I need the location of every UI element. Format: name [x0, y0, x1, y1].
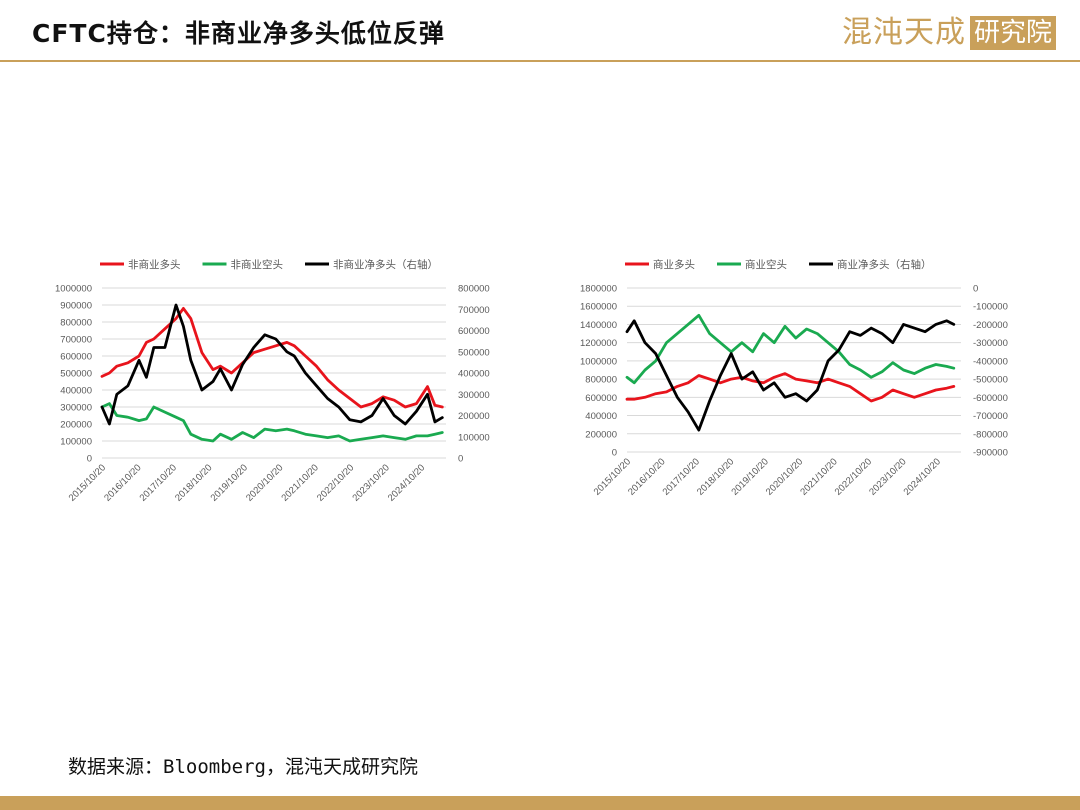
y-left-tick-label: 1800000: [580, 284, 617, 295]
y-right-tick-label: 200000: [458, 411, 490, 422]
y-left-tick-label: 1000000: [55, 284, 92, 295]
y-left-tick-label: 700000: [60, 335, 92, 346]
series-line-0: [625, 372, 956, 403]
x-tick-label: 2016/10/20: [102, 462, 143, 503]
y-left-tick-label: 600000: [60, 352, 92, 363]
x-tick-label: 2024/10/20: [902, 456, 943, 497]
x-tick-label: 2019/10/20: [209, 462, 250, 503]
x-tick-label: 2015/10/20: [67, 462, 108, 503]
y-left-tick-label: 200000: [585, 429, 617, 440]
series-line-1: [625, 313, 956, 385]
y-left-tick-label: 600000: [585, 393, 617, 404]
legend-label: 商业净多头（右轴）: [837, 258, 932, 271]
y-right-tick-label: 400000: [458, 369, 490, 380]
y-right-tick-label: -900000: [973, 448, 1008, 459]
y-left-tick-label: 100000: [60, 437, 92, 448]
y-right-tick-label: 0: [973, 284, 978, 295]
chart-commercial: 1800000 1600000 1400000 1200000 1000000 80000…: [580, 258, 1008, 498]
y-right-tick-label: 500000: [458, 347, 490, 358]
page-title: CFTC持仓：非商业净多头低位反弹: [32, 19, 445, 48]
legend-label: 非商业净多头（右轴）: [333, 258, 438, 271]
y-right-tick-label: -200000: [973, 320, 1008, 331]
y-right-tick-label: 300000: [458, 390, 490, 401]
x-tick-label: 2017/10/20: [138, 462, 179, 503]
x-tick-label: 2018/10/20: [173, 462, 214, 503]
y-right-tick-label: 600000: [458, 326, 490, 337]
y-left-tick-label: 1400000: [580, 320, 617, 331]
series-line-2: [100, 303, 444, 426]
y-right-tick-label: -600000: [973, 393, 1008, 404]
series-line-2: [625, 319, 956, 432]
x-tick-label: 2021/10/20: [280, 462, 321, 503]
x-tick-label: 2022/10/20: [315, 462, 356, 503]
y-left-tick-label: 200000: [60, 420, 92, 431]
y-left-tick-label: 800000: [60, 318, 92, 329]
y-left-tick-label: 0: [87, 454, 92, 465]
legend-label: 非商业空头: [231, 258, 284, 271]
y-left-tick-label: 500000: [60, 369, 92, 380]
y-right-tick-label: 100000: [458, 432, 490, 443]
y-left-tick-label: 400000: [60, 386, 92, 397]
legend-label: 非商业多头: [128, 258, 181, 271]
brand-name: 混沌天成: [841, 15, 966, 50]
footer-bar: [0, 796, 1080, 810]
y-right-tick-label: -100000: [973, 302, 1008, 313]
brand-box: 研究院: [969, 16, 1056, 50]
legend-label: 商业多头: [653, 258, 695, 271]
y-right-tick-label: -800000: [973, 429, 1008, 440]
x-tick-label: 2023/10/20: [350, 462, 391, 503]
y-right-tick-label: -700000: [973, 411, 1008, 422]
y-right-tick-label: -500000: [973, 375, 1008, 386]
x-tick-label: 2024/10/20: [386, 462, 427, 503]
y-left-tick-label: 0: [612, 448, 617, 459]
header-rule: [0, 60, 1080, 62]
y-left-tick-label: 900000: [60, 301, 92, 312]
y-left-tick-label: 1000000: [580, 356, 617, 367]
y-left-tick-label: 1600000: [580, 302, 617, 313]
y-right-tick-label: 700000: [458, 305, 490, 316]
y-right-tick-label: 800000: [458, 284, 490, 295]
chart-noncommercial: 1000000900000800000700000600000500000400…: [55, 258, 490, 504]
x-tick-label: 2020/10/20: [244, 462, 285, 503]
y-left-tick-label: 1200000: [580, 338, 617, 349]
y-left-tick-label: 400000: [585, 411, 617, 422]
y-left-tick-label: 300000: [60, 403, 92, 414]
series-line-1: [100, 402, 444, 443]
brand-logo: 混沌天成 研究院: [842, 14, 1056, 52]
y-right-tick-label: -400000: [973, 356, 1008, 367]
legend-label: 商业空头: [745, 258, 787, 271]
y-left-tick-label: 800000: [585, 375, 617, 386]
series-line-0: [100, 307, 444, 409]
source-note: 数据来源：Bloomberg，混沌天成研究院: [68, 756, 418, 778]
y-right-tick-label: -300000: [973, 338, 1008, 349]
y-right-tick-label: 0: [458, 454, 463, 465]
